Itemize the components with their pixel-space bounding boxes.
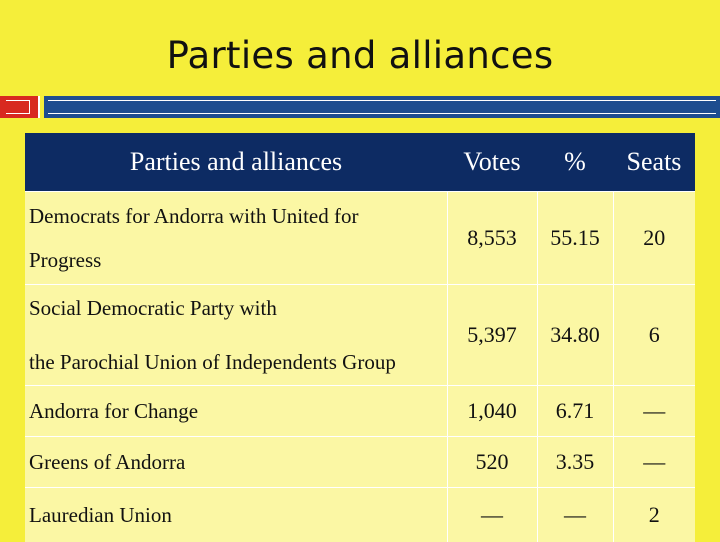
- party-name-line: the Parochial Union of Independents Grou…: [29, 340, 443, 384]
- seats-cell: 2: [613, 488, 695, 542]
- seats-cell: 20: [613, 192, 695, 285]
- percent-cell: —: [537, 488, 613, 542]
- header-party: Parties and alliances: [25, 133, 447, 192]
- party-name-line: Democrats for Andorra with United for: [29, 194, 443, 238]
- table-row: Democrats for Andorra with United for Pr…: [25, 192, 695, 285]
- seats-cell: —: [613, 437, 695, 488]
- percent-cell: 6.71: [537, 386, 613, 437]
- party-cell: Andorra for Change: [25, 386, 447, 437]
- votes-cell: 8,553: [447, 192, 537, 285]
- votes-cell: 5,397: [447, 285, 537, 386]
- table-header-row: Parties and alliances Votes % Seats: [25, 133, 695, 192]
- accent-bar-red: [0, 96, 40, 118]
- election-results-table: Parties and alliances Votes % Seats Demo…: [25, 133, 695, 542]
- party-cell: Democrats for Andorra with United for Pr…: [25, 192, 447, 285]
- party-name-line: Social Democratic Party with: [29, 286, 443, 330]
- percent-cell: 55.15: [537, 192, 613, 285]
- table-row: Greens of Andorra 520 3.35 —: [25, 437, 695, 488]
- party-cell: Lauredian Union: [25, 488, 447, 542]
- table-row: Andorra for Change 1,040 6.71 —: [25, 386, 695, 437]
- votes-cell: 520: [447, 437, 537, 488]
- header-votes: Votes: [447, 133, 537, 192]
- votes-cell: —: [447, 488, 537, 542]
- percent-cell: 3.35: [537, 437, 613, 488]
- percent-cell: 34.80: [537, 285, 613, 386]
- accent-bar-red-outline: [6, 100, 30, 114]
- party-cell: Social Democratic Party with the Parochi…: [25, 285, 447, 386]
- table-row: Lauredian Union — — 2: [25, 488, 695, 542]
- seats-cell: 6: [613, 285, 695, 386]
- header-seats: Seats: [613, 133, 695, 192]
- accent-bar-blue-outline: [48, 100, 716, 114]
- accent-bar-blue: [44, 96, 720, 118]
- party-cell: Greens of Andorra: [25, 437, 447, 488]
- slide-title: Parties and alliances: [0, 34, 720, 77]
- party-name-line: Progress: [29, 238, 443, 282]
- header-percent: %: [537, 133, 613, 192]
- table-row: Social Democratic Party with the Parochi…: [25, 285, 695, 386]
- votes-cell: 1,040: [447, 386, 537, 437]
- seats-cell: —: [613, 386, 695, 437]
